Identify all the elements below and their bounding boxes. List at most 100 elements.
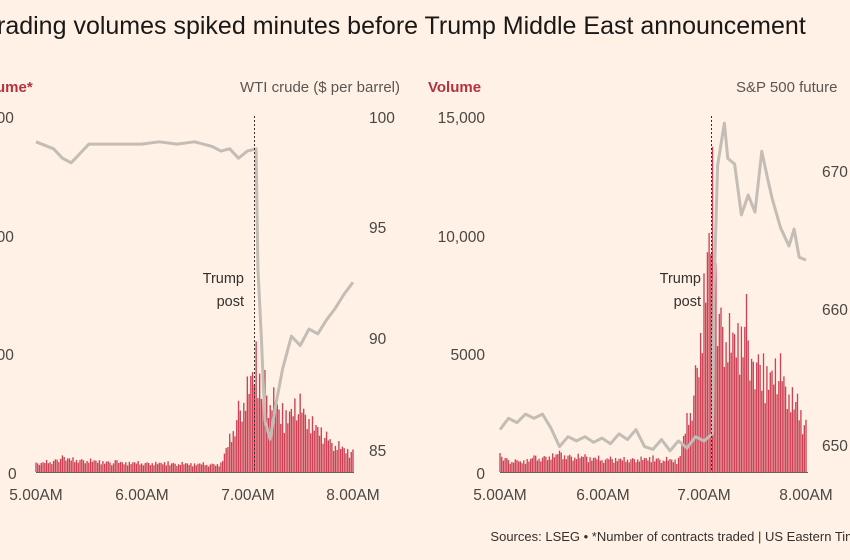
panel-sp500: Volume S&P 500 future 15,000 10,000 5000… [428, 79, 848, 504]
sp500-volume-axis-title: Volume [428, 79, 481, 96]
wti-volume-bar [79, 459, 81, 472]
wti-volume-bar [186, 463, 189, 472]
sp500-volume-bar [764, 403, 766, 472]
wti-volume-bar [195, 465, 197, 472]
wti-volume-bar [86, 460, 88, 472]
sp500-volume-bar [628, 462, 630, 472]
sp500-volume-bar [686, 413, 688, 472]
sp500-volume-bar [626, 459, 629, 472]
wti-annotation-line2: post [217, 294, 244, 310]
sp500-volume-bar [730, 352, 732, 472]
wti-volume-bar [283, 432, 285, 472]
sp500-volume-bar [552, 453, 554, 472]
sp500-volume-bar [604, 459, 607, 472]
wti-volume-bar [290, 408, 293, 472]
wti-volume-bar [148, 463, 150, 472]
wti-time-tick: 8.00AM [326, 487, 379, 504]
sp500-volume-bar [569, 454, 571, 472]
wti-time-tick: 7.00AM [221, 487, 274, 504]
sp500-volume-bar [548, 456, 550, 472]
sp500-volume-bar [737, 323, 739, 472]
sp500-volume-bar [757, 354, 760, 472]
source-note: Sources: LSEG • *Number of contracts tra… [490, 529, 850, 544]
sp500-volume-bar [654, 461, 656, 472]
sp500-volume-bar [499, 453, 501, 472]
wti-volume-bar [287, 423, 289, 472]
wti-volume-bar [111, 465, 113, 472]
sp500-volume-bar [609, 456, 612, 472]
wti-volume-bar [313, 430, 315, 472]
wti-volume-bar [334, 445, 337, 472]
sp500-volume-bar [669, 459, 671, 472]
sp500-volume-bar [781, 381, 783, 472]
sp500-volume-bar [691, 420, 693, 472]
sp500-volume-bar [688, 424, 690, 472]
wti-volume-bar [75, 459, 78, 472]
wti-volume-bar [183, 464, 185, 472]
wti-volume-bar [304, 414, 307, 472]
wti-volume-bar [67, 458, 69, 472]
wti-volume-bar [165, 465, 168, 472]
sp500-volume-bar [665, 456, 668, 472]
wti-volume-bar [318, 435, 321, 472]
sp500-volume-bar [801, 434, 804, 472]
wti-volume-bar [350, 451, 352, 472]
sp500-volume-bar [533, 455, 535, 472]
sp500-volume-bar [512, 462, 515, 472]
wti-volume-bar [130, 464, 132, 472]
sp500-volume-bar [524, 463, 527, 472]
sp500-volume-bar [756, 362, 758, 472]
sp500-volume-bar [693, 395, 695, 472]
sp500-volume-bar [608, 459, 610, 472]
sp500-volume-bar [523, 460, 525, 472]
wti-volume-bar [257, 398, 259, 472]
sp500-volume-bar [574, 457, 576, 472]
wti-volume-bar [281, 403, 284, 472]
wti-volume-bar [144, 463, 146, 472]
wti-volume-bar [132, 462, 134, 472]
wti-volume-bar [292, 416, 294, 472]
wti-volume-bar [343, 448, 345, 472]
wti-volume-bar [105, 461, 108, 472]
wti-volume-bar [214, 465, 217, 472]
sp500-volume-bar [798, 420, 800, 472]
wti-volume-bar [332, 450, 335, 472]
wti-volume-bar [234, 436, 236, 472]
sp500-price-line [498, 121, 807, 453]
wti-volume-bar [114, 460, 116, 472]
panel-wti: ume* WTI crude ($ per barrel) 000 000 00… [0, 79, 400, 504]
sp500-volume-bar [645, 458, 647, 472]
sp500-volume-bar [591, 460, 593, 472]
sp500-volume-bar [594, 457, 596, 472]
wti-volume-bar [174, 463, 176, 472]
sp500-volume-bar [776, 394, 778, 472]
wti-volume-bar [128, 461, 131, 472]
wti-volume-bar [232, 431, 234, 472]
wti-volume-bar [288, 411, 291, 472]
sp500-volume-bar [805, 419, 807, 472]
wti-volume-bar [112, 463, 115, 472]
wti-volume-bar [299, 393, 301, 472]
sp500-volume-bar [577, 453, 579, 472]
wti-volume-bar [119, 461, 122, 472]
sp500-volume-bar [631, 458, 634, 472]
sp500-volume-tick: 5000 [451, 347, 486, 364]
wti-volume-bar [339, 449, 342, 472]
wti-volume-bar [177, 464, 180, 472]
sp500-volume-bar [676, 463, 678, 472]
wti-volume-bar [303, 408, 305, 472]
wti-volume-bar [225, 448, 227, 472]
wti-volume-bar [74, 462, 76, 472]
wti-volume-bar [274, 409, 277, 472]
wti-volume-tick: 000 [0, 347, 14, 364]
wti-volume-bar [193, 463, 196, 472]
sp500-volume-bar [546, 460, 549, 472]
wti-volume-bar [116, 460, 118, 472]
sp500-volume-bar [526, 459, 528, 472]
sp500-volume-bar [793, 409, 795, 472]
sp500-volume-bar [784, 386, 787, 472]
sp500-volume-bar [722, 326, 724, 472]
sp500-volume-bar [657, 458, 659, 472]
wti-volume-bar [317, 427, 319, 472]
